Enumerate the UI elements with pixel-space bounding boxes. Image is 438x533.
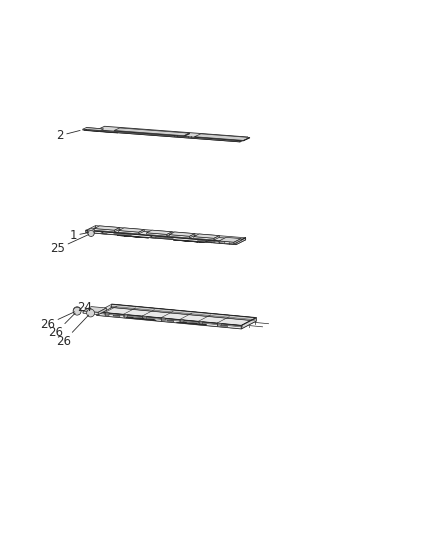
Polygon shape [241, 318, 256, 329]
Circle shape [88, 230, 94, 237]
Text: 26: 26 [48, 313, 75, 340]
Polygon shape [150, 237, 156, 238]
Polygon shape [241, 318, 256, 326]
Polygon shape [194, 237, 214, 240]
Polygon shape [194, 234, 219, 238]
Polygon shape [101, 233, 107, 235]
Polygon shape [94, 226, 120, 230]
Polygon shape [150, 236, 152, 238]
Polygon shape [142, 316, 146, 319]
Polygon shape [86, 225, 95, 232]
Polygon shape [119, 230, 139, 234]
Polygon shape [97, 126, 248, 141]
Polygon shape [86, 230, 236, 245]
Text: 26: 26 [56, 315, 88, 348]
Text: 1: 1 [70, 229, 88, 242]
Polygon shape [170, 232, 195, 236]
Polygon shape [147, 233, 167, 236]
Polygon shape [244, 138, 250, 141]
Polygon shape [234, 239, 241, 244]
Text: 2: 2 [57, 129, 80, 142]
Polygon shape [86, 230, 236, 243]
Polygon shape [83, 311, 98, 314]
Polygon shape [236, 237, 246, 243]
Polygon shape [114, 131, 184, 136]
Polygon shape [177, 322, 207, 325]
Polygon shape [167, 232, 172, 236]
Polygon shape [95, 225, 246, 240]
Polygon shape [83, 127, 104, 131]
Polygon shape [126, 318, 156, 320]
Polygon shape [112, 304, 256, 321]
Polygon shape [114, 128, 190, 136]
Polygon shape [86, 228, 246, 245]
Polygon shape [101, 232, 103, 234]
Polygon shape [205, 240, 208, 243]
Polygon shape [219, 237, 241, 242]
Polygon shape [180, 319, 184, 322]
Polygon shape [173, 240, 205, 243]
Polygon shape [217, 323, 221, 326]
Polygon shape [139, 230, 144, 234]
Polygon shape [205, 241, 212, 243]
Circle shape [73, 308, 81, 315]
Polygon shape [190, 233, 195, 238]
Polygon shape [113, 315, 120, 317]
Polygon shape [236, 238, 246, 245]
Text: 25: 25 [50, 235, 88, 255]
Polygon shape [97, 304, 112, 316]
Polygon shape [105, 312, 109, 316]
Polygon shape [219, 241, 234, 244]
Text: 26: 26 [40, 312, 74, 330]
Polygon shape [112, 304, 256, 318]
Text: 24: 24 [78, 302, 92, 314]
Polygon shape [83, 129, 100, 132]
Circle shape [87, 309, 95, 317]
Polygon shape [198, 321, 203, 325]
Polygon shape [221, 325, 227, 327]
Polygon shape [117, 236, 149, 238]
Polygon shape [97, 130, 240, 142]
Polygon shape [97, 312, 241, 326]
Polygon shape [85, 130, 87, 131]
Polygon shape [97, 308, 256, 329]
Polygon shape [98, 308, 106, 314]
Polygon shape [94, 229, 114, 232]
Polygon shape [184, 133, 190, 136]
Polygon shape [97, 312, 241, 329]
Polygon shape [147, 230, 172, 235]
Polygon shape [194, 134, 250, 140]
Polygon shape [167, 320, 174, 322]
Circle shape [88, 229, 95, 236]
Polygon shape [86, 127, 104, 130]
Polygon shape [170, 235, 190, 238]
Polygon shape [194, 137, 244, 141]
Polygon shape [83, 306, 106, 312]
Polygon shape [214, 236, 219, 240]
Polygon shape [240, 137, 248, 142]
Polygon shape [161, 318, 165, 321]
Polygon shape [85, 130, 99, 132]
Circle shape [73, 306, 81, 314]
Polygon shape [114, 228, 120, 232]
Polygon shape [119, 228, 144, 232]
Polygon shape [124, 314, 128, 317]
Polygon shape [100, 132, 118, 133]
